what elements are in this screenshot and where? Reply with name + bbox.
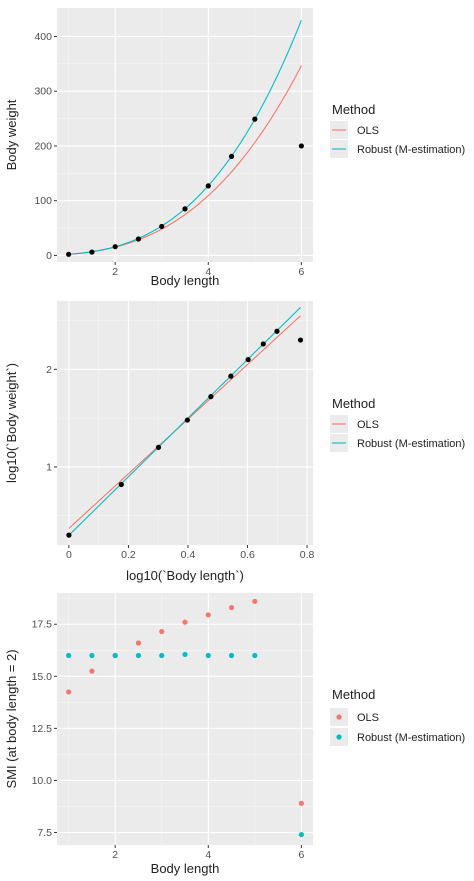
data-point xyxy=(297,337,304,343)
data-point xyxy=(184,417,190,423)
y-tick-label: 0 xyxy=(46,250,52,262)
robust-point xyxy=(135,652,142,659)
x-axis-title: log10(`Body length`) xyxy=(126,568,244,583)
x-tick-label: 6 xyxy=(298,266,304,278)
data-point xyxy=(89,249,95,255)
panel-background xyxy=(57,301,313,545)
legend-label: Robust (M-estimation) xyxy=(357,732,465,744)
plot-body-weight: 2 4 6 0 100 200 300 400 Body length Body weight Me… xyxy=(4,8,465,288)
y-tick-label: 12.5 xyxy=(32,723,53,735)
data-point xyxy=(274,328,280,334)
legend-label: OLS xyxy=(357,712,379,724)
legend-point-key xyxy=(336,734,342,740)
y-tick-label: 300 xyxy=(34,86,52,98)
x-tick-label: 0.2 xyxy=(121,549,136,561)
data-point xyxy=(298,143,304,149)
panel-background xyxy=(57,593,313,845)
robust-point xyxy=(66,652,72,659)
x-tick-label: 0.8 xyxy=(300,549,315,561)
x-tick-label: 0 xyxy=(66,549,72,561)
y-tick-label: 1 xyxy=(46,461,52,473)
robust-point xyxy=(112,652,118,659)
y-axis-title: Body weight xyxy=(4,99,19,170)
x-tick-label: 0.4 xyxy=(181,549,196,561)
ols-point xyxy=(89,668,95,674)
data-point xyxy=(135,236,142,242)
legend-label: OLS xyxy=(357,125,379,137)
robust-point xyxy=(298,831,304,838)
legend-point-key xyxy=(336,714,342,720)
data-point xyxy=(182,206,188,212)
x-tick-label: 4 xyxy=(205,266,211,278)
ols-point xyxy=(205,612,211,618)
panel-background xyxy=(57,8,313,262)
data-point xyxy=(260,341,266,347)
x-tick-label: 0.6 xyxy=(240,549,255,561)
data-point xyxy=(252,116,258,122)
data-point xyxy=(66,532,72,538)
y-tick-label: 10.0 xyxy=(32,775,53,787)
data-point xyxy=(155,444,162,450)
y-tick-label: 7.5 xyxy=(37,827,52,839)
ols-point xyxy=(66,689,72,695)
robust-point xyxy=(89,652,95,659)
legend-label: Robust (M-estimation) xyxy=(357,144,465,156)
data-point xyxy=(118,481,124,488)
y-axis-title: SMI (at body length = 2) xyxy=(4,649,19,788)
legend-title: Method xyxy=(332,687,375,702)
ols-point xyxy=(228,604,235,611)
y-axis-title: log10(`Body weight`) xyxy=(4,363,19,483)
x-tick-label: 6 xyxy=(298,849,304,861)
plot-log-weight: 0 0.2 0.4 0.6 0.8 1 2 log10(`Body length`) log10… xyxy=(4,301,465,583)
ols-point xyxy=(252,598,258,604)
legend-label: Robust (M-estimation) xyxy=(357,438,465,450)
data-point xyxy=(159,223,165,230)
legend-label: OLS xyxy=(357,419,379,431)
robust-point xyxy=(228,652,235,659)
y-tick-label: 2 xyxy=(46,364,52,376)
robust-point xyxy=(159,652,165,659)
legend-title: Method xyxy=(332,396,375,411)
y-tick-label: 17.5 xyxy=(32,619,53,631)
data-point xyxy=(228,373,234,379)
data-point xyxy=(205,183,211,189)
data-point xyxy=(245,356,251,363)
ols-point xyxy=(298,800,304,806)
ols-point xyxy=(159,628,165,635)
y-tick-label: 100 xyxy=(34,195,52,207)
x-tick-label: 2 xyxy=(112,266,118,278)
y-tick-label: 200 xyxy=(34,140,52,152)
plot-smi: 2 4 6 7.5 10.0 12.5 15.0 17.5 Body length SMI (at… xyxy=(4,593,465,876)
data-point xyxy=(112,244,118,250)
y-tick-label: 15.0 xyxy=(32,671,53,683)
data-point xyxy=(208,394,214,400)
robust-point xyxy=(252,652,258,659)
robust-point xyxy=(205,652,211,659)
ols-point xyxy=(135,640,142,646)
data-point xyxy=(228,153,235,159)
x-tick-label: 2 xyxy=(112,849,118,861)
x-axis-title: Body length xyxy=(151,273,220,288)
ols-point xyxy=(182,619,188,625)
data-point xyxy=(66,251,72,257)
robust-point xyxy=(182,651,188,658)
x-axis-title: Body length xyxy=(151,861,220,876)
legend-title: Method xyxy=(332,102,375,117)
x-tick-label: 4 xyxy=(205,849,211,861)
y-tick-label: 400 xyxy=(34,31,52,43)
